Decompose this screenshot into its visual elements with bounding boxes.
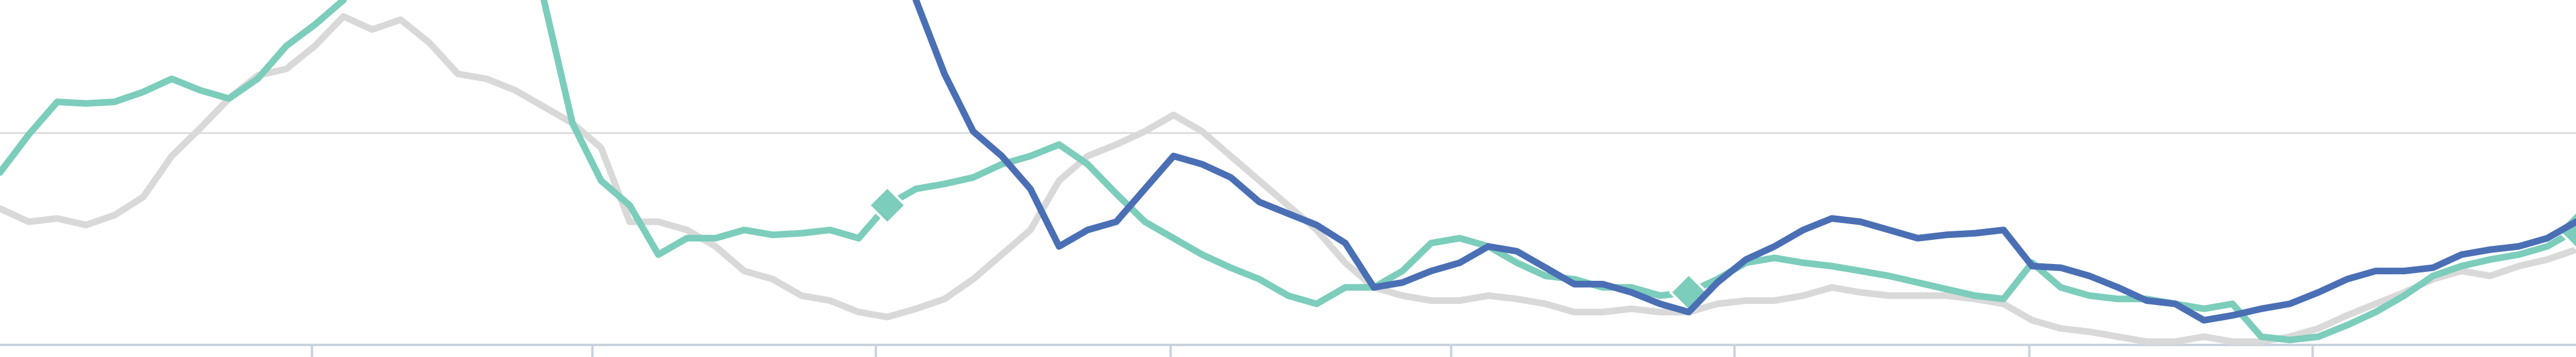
series-line [912,0,2576,324]
point-marker [867,185,907,225]
series-line [0,13,2576,346]
series-line [0,0,2576,344]
